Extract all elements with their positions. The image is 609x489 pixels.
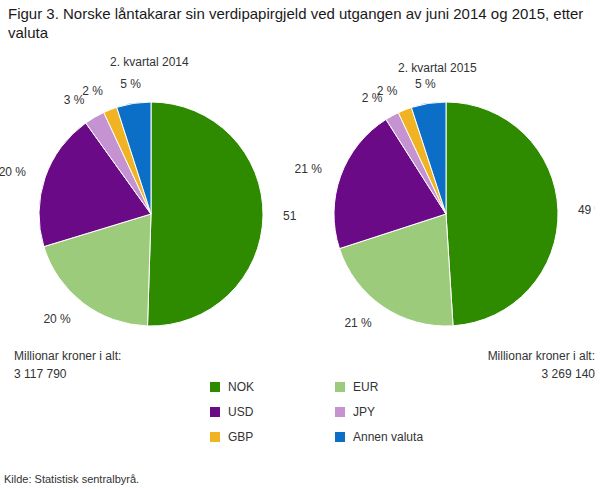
svg-text:5 %: 5 % [415,77,436,91]
svg-text:20 %: 20 % [43,312,71,326]
svg-text:49 %: 49 % [578,203,595,217]
html-text:Annen valuta: Annen valuta [353,430,424,444]
html-text:3 117 790: 3 117 790 [14,367,67,381]
svg-text:2 %: 2 % [377,84,398,98]
svg-text:21 %: 21 % [344,316,372,330]
html-text:NOK: NOK [228,380,254,394]
html-text:2. kvartal 2015: 2. kvartal 2015 [398,61,477,75]
svg-text:2 %: 2 % [82,84,103,98]
svg-text:51 %: 51 % [283,209,300,223]
svg-text:3 %: 3 % [63,93,85,107]
svg-text:21 %: 21 % [295,162,322,176]
html-text:GBP: GBP [228,430,254,444]
html-text:Figur 3. Norske låntakarar sin: Figur 3. Norske låntakarar sin verdipapi… [8,5,584,41]
svg-text:5 %: 5 % [120,77,141,91]
html-text:EUR: EUR [353,380,379,394]
html-text:Kilde: Statistisk sentralbyrå.: Kilde: Statistisk sentralbyrå. [4,473,140,485]
html-text:Millionar kroner i alt:: Millionar kroner i alt: [14,349,122,363]
html-text:3 269 140: 3 269 140 [541,367,595,381]
html-text:USD: USD [228,405,254,419]
svg-text:20 %: 20 % [8,165,26,179]
svg-text:2 %: 2 % [361,91,383,106]
html-text:2. kvartal 2014: 2. kvartal 2014 [110,55,189,69]
html-text:Millionar kroner i alt:: Millionar kroner i alt: [487,349,595,363]
html-text:JPY: JPY [353,405,375,419]
